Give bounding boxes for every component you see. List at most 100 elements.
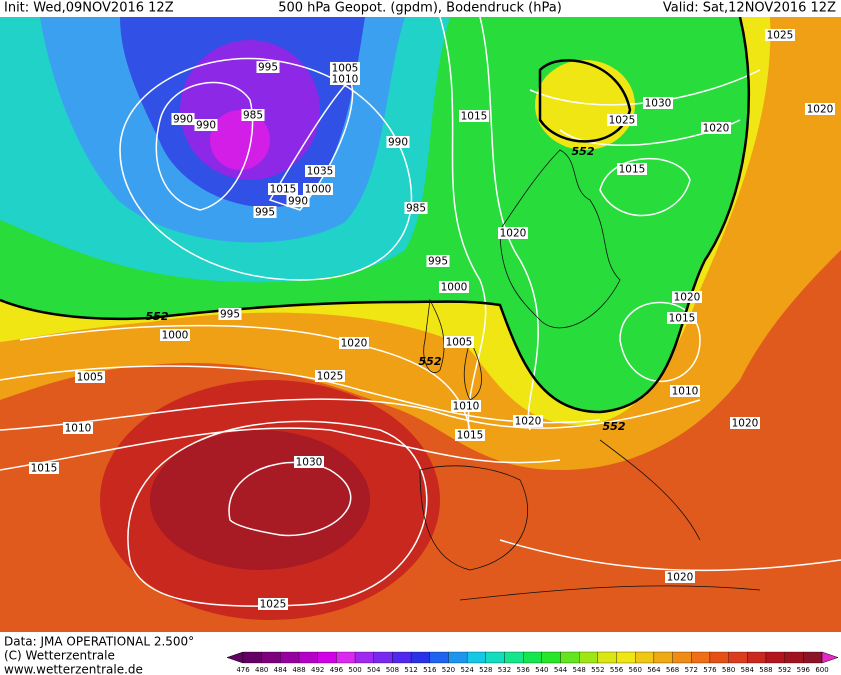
colorbar-arrow-left [226, 651, 244, 664]
colorbar-swatch [336, 651, 356, 664]
contour-label: 552 [146, 310, 169, 323]
isobar-label: 1010 [332, 74, 359, 86]
colorbar: 476 480 484 488 492 496 500 504 508 512 516 520 524 5… [226, 651, 839, 674]
colorbar-swatch [784, 651, 804, 664]
colorbar-swatch [728, 651, 748, 664]
isobar-label: 1020 [732, 418, 759, 430]
colorbar-tick-label: 480 [255, 666, 268, 674]
isobar-label: 1005 [446, 337, 473, 349]
isobar-label: 1020 [341, 338, 368, 350]
colorbar-swatch [579, 651, 599, 664]
colorbar-tick-label: 556 [610, 666, 624, 674]
isobar-label: 1020 [667, 572, 694, 584]
colorbar-tick-label: 552 [591, 666, 604, 674]
isobar-label: 1035 [307, 166, 334, 178]
colorbar-swatch [298, 651, 318, 664]
isobar-label-box [160, 329, 190, 341]
isobar-label: 1000 [305, 184, 332, 196]
isobar-label: 995 [220, 309, 240, 321]
isobar-label: 1000 [441, 282, 468, 294]
isobar-label-box [498, 227, 528, 239]
colorbar-swatch [261, 651, 281, 664]
colorbar-swatch [541, 651, 561, 664]
isobar-label-box [451, 400, 481, 412]
isobar-label-box [444, 336, 474, 348]
isobar-label: 1025 [609, 115, 636, 127]
map-field [0, 17, 841, 632]
colorbar-tick-label: 504 [367, 666, 381, 674]
colorbar-tick-label: 484 [274, 666, 288, 674]
isobar-label: 1010 [65, 423, 92, 435]
colorbar-tick-label: 572 [685, 666, 698, 674]
colorbar-swatch [653, 651, 673, 664]
colorbar-tick-label: 516 [423, 666, 437, 674]
isobar-label-box [330, 62, 360, 74]
isobar-label-box [459, 110, 489, 122]
data-source: Data: JMA OPERATIONAL 2.500° [4, 635, 194, 649]
colorbar-tick-label: 500 [348, 666, 361, 674]
colorbar-swatch [747, 651, 767, 664]
contour-label: 552 [419, 355, 442, 368]
contour-label: 552 [603, 420, 626, 433]
colorbar-swatch [616, 651, 636, 664]
isobar-label-box [805, 103, 835, 115]
isobar-label: 1005 [332, 63, 359, 75]
isobar-label-box [63, 422, 93, 434]
isobar-label: 985 [243, 110, 263, 122]
colorbar-swatch [373, 651, 393, 664]
isobar-label: 990 [288, 196, 308, 208]
colorbar-tick-label: 540 [535, 666, 548, 674]
isobar-label-box [404, 202, 428, 214]
colorbar-swatch [280, 651, 300, 664]
isobar-label: 990 [173, 114, 193, 126]
colorbar-swatch [410, 651, 430, 664]
colorbar-swatch [466, 651, 486, 664]
colorbar-swatch [392, 651, 412, 664]
colorbar-tick-label: 600 [815, 666, 828, 674]
colorbar-swatch [485, 651, 505, 664]
isobar-label: 1020 [807, 104, 834, 116]
isobar-label-box [765, 29, 795, 41]
colorbar-tick-label: 476 [236, 666, 250, 674]
colorbar-swatch [691, 651, 711, 664]
valid-time: Valid: Sat,12NOV2016 12Z [663, 1, 836, 16]
isobar-label: 1015 [619, 164, 646, 176]
isobar-label-box [241, 109, 265, 121]
colorbar-swatch [560, 651, 580, 664]
colorbar-tick-label: 496 [330, 666, 344, 674]
isobar-label: 1015 [457, 430, 484, 442]
isobar-label-box [253, 206, 277, 218]
colorbar-tick-label: 560 [629, 666, 642, 674]
map-title: 500 hPa Geopot. (gpdm), Bodendruck (hPa) [278, 1, 562, 16]
isobar-label-box [258, 598, 288, 610]
isobar-label: 1015 [31, 463, 58, 475]
isobar-label-box [617, 163, 647, 175]
colorbar-tick-label: 568 [666, 666, 679, 674]
isobar-label: 995 [428, 256, 448, 268]
colorbar-tick-label: 532 [498, 666, 511, 674]
isobar-label: 990 [388, 137, 408, 149]
colorbar-tick-label: 520 [442, 666, 455, 674]
colorbar-swatch [597, 651, 617, 664]
colorbar-tick-label: 576 [703, 666, 717, 674]
isobar-label-box [294, 456, 324, 468]
isobar-label-box [286, 195, 310, 207]
isobar-label: 985 [406, 203, 426, 215]
colorbar-tick-label: 592 [778, 666, 791, 674]
colorbar-tick-label: 564 [647, 666, 661, 674]
isobar-label: 1015 [669, 313, 696, 325]
isobar-label-box [339, 337, 369, 349]
colorbar-tick-label: 584 [741, 666, 755, 674]
isobar-label-box [218, 308, 242, 320]
copyright: (C) Wetterzentrale [4, 649, 115, 663]
isobar-label: 1025 [260, 599, 287, 611]
colorbar-swatch [504, 651, 524, 664]
isobar-label-box [643, 97, 673, 109]
isobar-label-box [315, 370, 345, 382]
colorbar-tick-label: 524 [460, 666, 474, 674]
isobar-label: 1020 [674, 292, 701, 304]
colorbar-swatch [635, 651, 655, 664]
isobar-label-box [670, 385, 700, 397]
isobar-label-box [607, 114, 637, 126]
